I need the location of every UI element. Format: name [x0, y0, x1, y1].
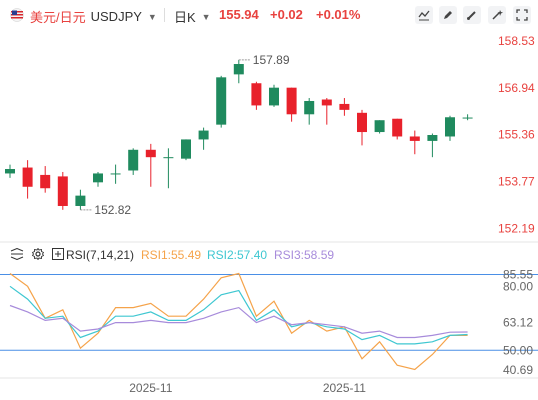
price-tick-label: 156.94	[498, 81, 535, 95]
price-tick-label: 155.36	[498, 128, 535, 142]
candle-body	[251, 83, 262, 106]
candle-body	[5, 169, 15, 174]
price-change: +0.02	[270, 7, 303, 22]
candle-body	[445, 117, 455, 137]
rsi-tick-label: 50.00	[503, 343, 533, 357]
wand-icon	[492, 10, 503, 20]
candle-body	[128, 149, 139, 171]
price-axis: 158.53 156.94 155.36 153.77 152.19	[498, 34, 535, 236]
candle-body	[181, 139, 191, 159]
candle-body	[93, 173, 103, 183]
candle-body	[233, 64, 244, 75]
price-tick-label: 152.19	[498, 221, 535, 235]
candle-body	[40, 174, 51, 189]
candle-body	[57, 176, 68, 206]
draw-button[interactable]	[439, 6, 457, 24]
pair-name: 美元/日元	[30, 10, 86, 25]
candle-body	[357, 112, 367, 133]
rsi-series-rsi3	[9, 304, 468, 339]
price-annotation: 152.82	[94, 203, 131, 217]
indicator-name: RSI(7,14,21)	[66, 248, 135, 262]
candle-body	[392, 118, 403, 137]
period-selector[interactable]: 日K ▼	[174, 7, 211, 26]
rsi-tick-label: 63.12	[503, 315, 533, 329]
time-tick-label: 2025-11	[323, 381, 366, 395]
price-tick-label: 158.53	[498, 34, 535, 48]
settings-button[interactable]	[488, 6, 506, 24]
gear-icon[interactable]	[32, 248, 44, 260]
annotations-layer: 157.89 152.82	[80, 53, 290, 217]
candle-body	[427, 135, 438, 141]
candle-body	[339, 103, 350, 110]
chevron-down-icon: ▼	[147, 11, 157, 22]
time-axis: 2025-11 2025-11	[129, 381, 366, 395]
candle-body	[110, 173, 121, 175]
price-annotation: 157.89	[253, 53, 290, 67]
candle-body	[409, 136, 420, 141]
period-label: 日K	[174, 10, 196, 25]
collapse-icon[interactable]	[10, 248, 24, 260]
candle-body	[163, 157, 174, 159]
divider	[164, 8, 165, 22]
candles-layer	[5, 59, 473, 210]
line-chart-icon	[418, 10, 430, 21]
candle-body	[286, 87, 297, 115]
candle-body	[216, 77, 227, 125]
add-indicator-icon[interactable]	[52, 248, 64, 260]
rsi1-label: RSI1:55.49	[141, 248, 202, 262]
indicator-button[interactable]	[415, 6, 433, 24]
last-price: 155.94	[219, 7, 259, 22]
candle-body	[269, 87, 279, 106]
pair-code: USDJPY	[90, 9, 142, 24]
brush-icon	[467, 11, 476, 20]
rsi-series-rsi1	[9, 272, 468, 371]
symbol-selector[interactable]: 美元/日元 USDJPY ▼	[30, 7, 157, 26]
price-tick-label: 153.77	[498, 175, 535, 189]
rsi-ref-lines	[0, 273, 538, 351]
rsi2-label: RSI2:57.40	[207, 248, 268, 262]
candle-body	[304, 100, 315, 115]
chevron-down-icon: ▼	[201, 11, 211, 22]
candle-body	[198, 130, 209, 140]
fullscreen-button[interactable]	[513, 6, 531, 24]
price-change-percent: +0.01%	[316, 7, 361, 22]
pencil-icon	[444, 11, 452, 19]
candle-body	[462, 117, 473, 119]
indicator-bar: RSI(7,14,21) RSI1:55.49 RSI2:57.40 RSI3:…	[0, 244, 538, 264]
rsi3-label: RSI3:58.59	[274, 248, 335, 262]
rsi-tick-label: 85.55	[503, 267, 533, 281]
candle-body	[145, 149, 156, 158]
rsi-tick-label: 40.69	[503, 363, 533, 377]
candle-body	[75, 195, 86, 206]
candle-body	[22, 167, 33, 187]
candle-body	[374, 120, 385, 133]
expand-icon	[516, 9, 528, 21]
us-flag-icon	[10, 8, 24, 22]
candle-body	[321, 99, 332, 106]
rsi-tick-label: 80.00	[503, 279, 533, 293]
time-tick-label: 2025-11	[129, 381, 172, 395]
rsi-series-rsi2	[9, 285, 468, 345]
chart-toolbar: 美元/日元 USDJPY ▼ 日K ▼ 155.94 +0.02 +0.01%	[0, 0, 538, 30]
edit-button[interactable]	[463, 6, 481, 24]
rsi-lines-layer	[9, 272, 468, 371]
